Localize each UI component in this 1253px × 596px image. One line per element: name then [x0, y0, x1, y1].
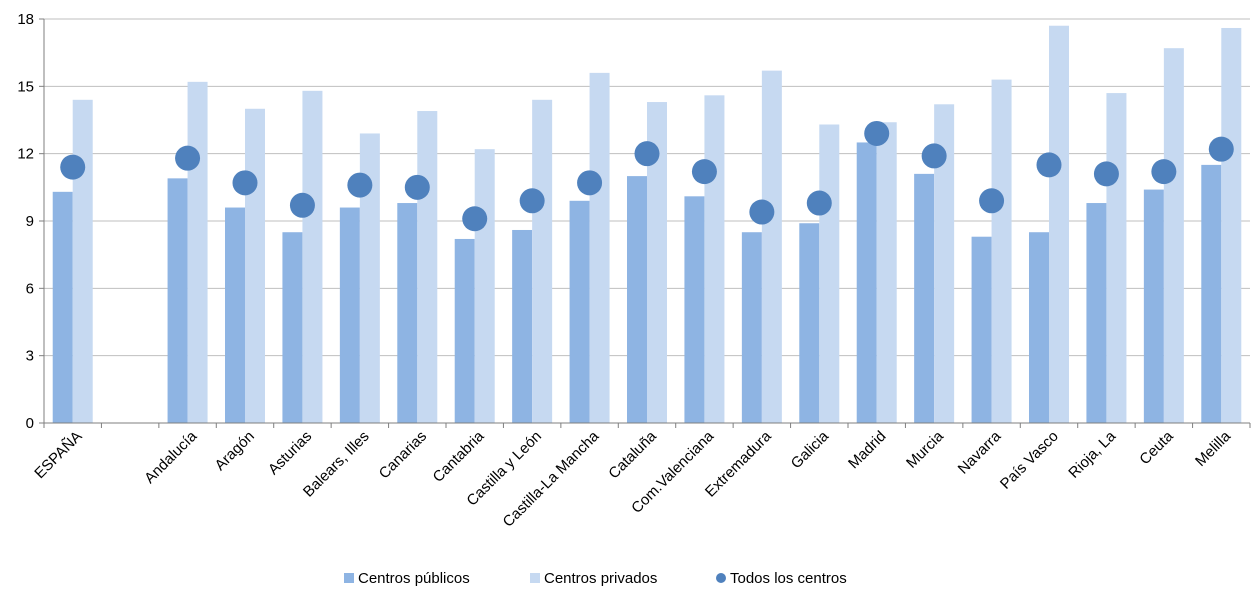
- legend-marker-publicos: [344, 573, 354, 583]
- bar-publicos: [512, 229, 533, 423]
- y-axis: 0 3 6 9 12 15 18: [17, 11, 45, 432]
- y-tick-label: 18: [17, 11, 34, 28]
- x-tick-label: Castilla-La Mancha: [500, 427, 603, 530]
- x-tick-label: ESPAÑA: [31, 428, 85, 482]
- bar-publicos: [627, 176, 647, 423]
- legend-label: Centros públicos: [358, 570, 470, 587]
- bar-publicos: [741, 232, 762, 423]
- bar-publicos: [397, 203, 418, 423]
- x-tick-label: Andalucía: [141, 427, 201, 487]
- point-todos: [1036, 152, 1062, 178]
- bar-publicos: [454, 238, 475, 423]
- x-tick-label: Galicia: [788, 427, 833, 472]
- point-todos: [60, 154, 86, 180]
- x-tick-label: Madrid: [845, 428, 889, 472]
- bar-privados: [704, 95, 725, 424]
- x-tick-label: País Vasco: [997, 428, 1062, 493]
- x-tick-label: Cantabria: [430, 427, 488, 485]
- bar-privados: [761, 70, 782, 423]
- bar-privados: [302, 90, 323, 424]
- bar-publicos: [799, 223, 820, 423]
- y-tick-label: 15: [17, 78, 34, 95]
- point-todos: [577, 170, 603, 196]
- bar-publicos: [569, 200, 590, 423]
- bar-privados: [474, 149, 495, 423]
- point-todos: [462, 206, 488, 232]
- x-tick-label: Navarra: [955, 427, 1005, 477]
- bar-privados: [589, 72, 610, 423]
- legend-label: Todos los centros: [730, 570, 847, 587]
- legend-marker-privados: [530, 573, 540, 583]
- point-todos: [175, 145, 201, 171]
- bar-privados: [647, 102, 667, 424]
- bar-publicos: [1143, 189, 1164, 423]
- x-tick-label: Canarias: [376, 428, 430, 482]
- bar-publicos: [856, 142, 877, 423]
- point-todos: [921, 143, 947, 169]
- point-todos: [1093, 161, 1119, 187]
- bar-privados: [532, 99, 553, 424]
- point-todos: [806, 190, 832, 216]
- bar-privados: [359, 133, 380, 423]
- bar-publicos: [225, 207, 245, 423]
- point-todos: [634, 141, 660, 167]
- bars: [52, 25, 1242, 424]
- y-tick-label: 9: [26, 213, 34, 230]
- bar-privados: [1106, 93, 1127, 424]
- legend-label: Centros privados: [544, 570, 657, 587]
- x-tick-label: Melilla: [1192, 427, 1235, 470]
- bar-publicos: [1201, 164, 1222, 423]
- bar-privados: [991, 79, 1012, 423]
- point-todos: [691, 159, 717, 185]
- bar-privados: [1221, 27, 1242, 423]
- bar-publicos: [1086, 203, 1107, 423]
- y-tick-label: 0: [26, 415, 34, 432]
- bar-privados: [1163, 48, 1184, 424]
- bar-publicos: [1029, 232, 1049, 423]
- bar-publicos: [971, 236, 992, 423]
- x-tick-label: Ceuta: [1136, 427, 1177, 468]
- x-tick-label: Murcia: [903, 427, 947, 471]
- point-todos: [347, 172, 373, 198]
- legend-marker-todos: [716, 573, 726, 583]
- bar-privados: [934, 104, 955, 424]
- x-tick-label: Asturias: [265, 428, 315, 478]
- bar-publicos: [684, 196, 705, 423]
- point-todos: [864, 120, 890, 146]
- points: [60, 120, 1234, 232]
- point-todos: [232, 170, 258, 196]
- point-todos: [404, 174, 430, 200]
- x-tick-label: Cataluña: [605, 427, 660, 482]
- bar-privados: [819, 124, 840, 423]
- point-todos: [289, 192, 315, 218]
- bar-publicos: [282, 232, 303, 423]
- y-tick-label: 6: [26, 280, 34, 297]
- x-tick-label: Aragón: [212, 428, 258, 474]
- bar-privados: [417, 111, 438, 424]
- bar-privados: [1049, 25, 1069, 423]
- bar-privados: [876, 122, 897, 423]
- point-todos: [1151, 159, 1177, 185]
- point-todos: [1208, 136, 1234, 162]
- bar-publicos: [339, 207, 360, 423]
- bar-privados: [187, 81, 208, 423]
- point-todos: [979, 188, 1005, 214]
- bar-publicos: [52, 191, 73, 423]
- x-tick-label: Rioja, La: [1065, 427, 1119, 481]
- bar-publicos: [167, 178, 188, 423]
- bar-privados: [72, 99, 93, 424]
- point-todos: [519, 188, 545, 214]
- y-tick-label: 3: [26, 348, 34, 365]
- bar-publicos: [914, 173, 935, 423]
- y-tick-label: 12: [17, 146, 34, 163]
- legend: Centros públicos Centros privados Todos lo…: [344, 570, 847, 587]
- point-todos: [749, 199, 775, 225]
- bar-privados: [245, 108, 265, 424]
